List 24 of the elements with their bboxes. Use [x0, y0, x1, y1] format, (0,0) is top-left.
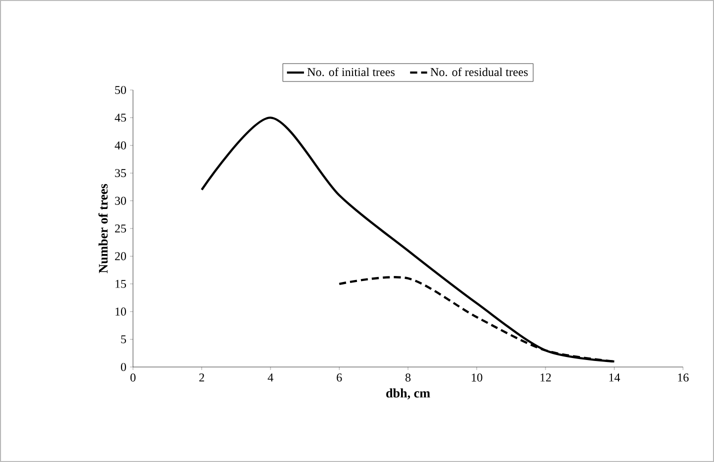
x-tick-label: 0: [130, 374, 136, 382]
x-tick-label: 14: [609, 374, 620, 382]
y-tick-label: 45: [114, 114, 126, 122]
y-tick-label: 0: [120, 362, 126, 372]
y-tick-label: 40: [114, 141, 126, 150]
y-tick-label: 5: [121, 335, 126, 344]
y-tick-label: 25: [115, 224, 126, 233]
legend-label: No. of initial trees: [307, 68, 395, 76]
y-tick-label: 10: [116, 308, 126, 316]
x-axis-title: dbh, cm: [386, 388, 430, 400]
x-tick-label: 6: [336, 374, 342, 382]
y-axis-title: Number of trees: [98, 184, 108, 274]
legend-label: No. of residual trees: [430, 68, 528, 76]
y-tick-label: 30: [115, 196, 126, 205]
x-tick-label: 16: [678, 374, 689, 382]
x-tick-label: 2: [199, 374, 204, 382]
x-tick-label: 10: [472, 374, 482, 382]
y-tick-label: 20: [115, 252, 126, 260]
x-tick-label: 8: [405, 374, 411, 382]
y-tick-label: 50: [115, 86, 126, 94]
y-tick-label: 35: [115, 169, 126, 178]
x-tick-label: 12: [540, 374, 551, 382]
x-tick-label: 4: [268, 374, 274, 382]
y-tick-label: 15: [116, 280, 126, 288]
